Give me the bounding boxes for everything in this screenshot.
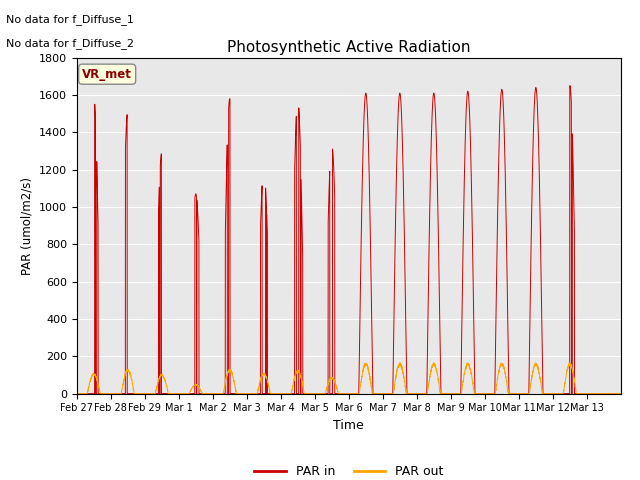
Title: Photosynthetic Active Radiation: Photosynthetic Active Radiation — [227, 40, 470, 55]
Text: VR_met: VR_met — [82, 68, 132, 81]
Text: No data for f_Diffuse_1: No data for f_Diffuse_1 — [6, 14, 134, 25]
X-axis label: Time: Time — [333, 419, 364, 432]
Text: No data for f_Diffuse_2: No data for f_Diffuse_2 — [6, 38, 134, 49]
Legend: PAR in, PAR out: PAR in, PAR out — [250, 460, 448, 480]
Y-axis label: PAR (umol/m2/s): PAR (umol/m2/s) — [20, 177, 33, 275]
